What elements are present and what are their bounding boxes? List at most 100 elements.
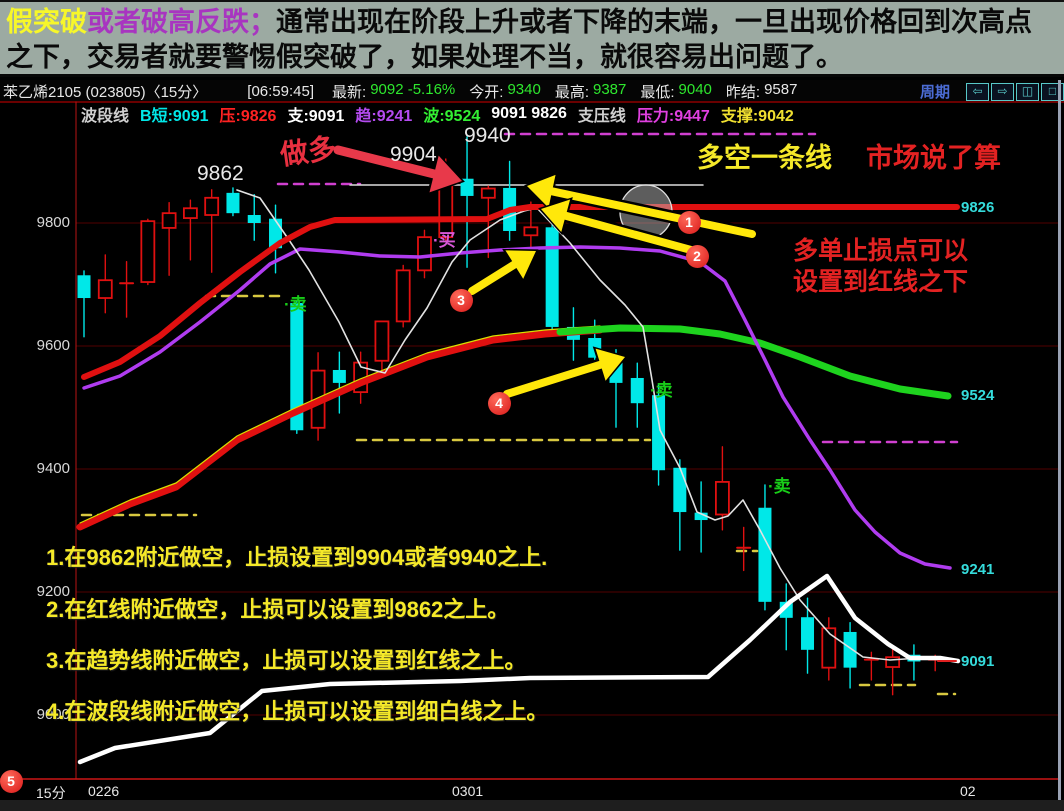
- thin-white-line: [236, 189, 956, 661]
- indicator-value: B短:9091: [140, 108, 209, 125]
- y-axis-label: 9400: [36, 460, 70, 477]
- candlestick-chart: [0, 101, 1064, 780]
- bear-candle-body: [290, 302, 304, 431]
- arrow-right-icon[interactable]: ⇨: [991, 82, 1014, 101]
- label-9940: 9940: [464, 124, 511, 147]
- bear-candle-body: [630, 377, 644, 404]
- quote-time: [06:59:45]: [247, 82, 315, 100]
- red-arrow-zuoduo: [429, 155, 462, 193]
- quote-field-label: 昨结:: [725, 83, 761, 101]
- banner-highlight-yellow: 假突破: [6, 7, 87, 37]
- purple-ma-line: [82, 245, 952, 570]
- note-stoploss-line1: 多单止损点可以: [793, 237, 969, 265]
- arrow-left-icon[interactable]: ⇦: [966, 82, 989, 101]
- indicator-value: 波:9524: [423, 108, 481, 125]
- price-tag: 9524: [961, 387, 995, 404]
- strategy-note: 2.在红线附近做空，止损可以设置到9862之上。: [46, 597, 510, 622]
- yellow-arrow: [561, 211, 706, 257]
- bear-candle-body: [801, 617, 815, 650]
- bull-candle-body: [821, 627, 837, 669]
- price-tag: 9826: [961, 199, 995, 216]
- x-axis-label: 15分: [36, 785, 66, 801]
- bottom-frame-strip: [0, 800, 1064, 811]
- bear-candle-body: [694, 512, 708, 521]
- sell-signal-label: ·卖: [768, 477, 791, 496]
- note-market-decides: 市场说了算: [866, 143, 1001, 173]
- red-arrow-zuoduo: [333, 145, 439, 179]
- wave-green-line: [556, 324, 952, 400]
- strategy-note: 4.在波段线附近做空，止损可以设置到细白线之上。: [46, 699, 549, 724]
- indicator-value: 9091 9826: [491, 105, 567, 122]
- sell-signal-label: ·卖: [650, 381, 673, 400]
- strategy-note: 3.在趋势线附近做空，止损可以设置到红线之上。: [46, 648, 527, 673]
- step-number-badge: 1: [677, 210, 701, 234]
- note-zuoduo: 做多: [278, 132, 339, 171]
- banner-highlight-purple: 或者破高反跌；: [87, 7, 276, 37]
- bull-candle-body: [140, 220, 156, 283]
- x-axis-label: 02: [960, 783, 976, 799]
- bull-candle-body: [885, 656, 901, 668]
- bull-candle-body: [97, 279, 113, 299]
- yellow-arrow: [595, 348, 625, 381]
- window-controls: ⇦ ⇨ ◫ □: [964, 82, 1064, 101]
- bull-candle-body: [204, 196, 220, 216]
- bull-candle-body: [374, 320, 390, 362]
- note-duokong-line: 多空一条线: [697, 143, 832, 173]
- x-axis-label: 0226: [88, 783, 120, 799]
- bull-candle-body: [480, 187, 496, 199]
- bear-candle-body: [758, 507, 772, 602]
- banner-body-text: 通常出现在阶段上升或者下降的末端，一旦出现价格回到次高点之下，交易者就要警惕假突…: [6, 7, 1032, 72]
- bear-candle-body: [843, 631, 857, 668]
- yellow-arrow: [541, 199, 571, 232]
- bear-candle-body: [460, 178, 474, 196]
- indicator-value: 波段线: [81, 108, 130, 125]
- indicator-value: 压力:9447: [636, 108, 710, 125]
- y-axis-label: 9800: [36, 214, 70, 231]
- bear-candle-body: [226, 192, 240, 214]
- quote-field-label: 今开:: [469, 83, 504, 101]
- x-axis-label: 0301: [452, 783, 484, 799]
- split-window-icon[interactable]: ◫: [1016, 82, 1039, 101]
- sell-signal-label: ·卖: [284, 295, 307, 314]
- symbol-title: 苯乙烯2105 (023805)〈15分〉: [3, 83, 208, 101]
- indicator-values-bar: 波段线 B短:9091 压:9826 支:9091 趋:9241 波:9524 9091 9…: [0, 103, 1064, 125]
- bull-candle-body: [715, 481, 730, 516]
- yellow-arrow: [527, 174, 556, 208]
- trend-red-line: [76, 326, 604, 531]
- step-number-badge: 4: [487, 391, 511, 415]
- yellow-arrow: [548, 187, 756, 238]
- yellow-arrow: [503, 360, 605, 398]
- label-9904: 9904: [390, 143, 437, 166]
- quote-field-value: 9340: [507, 80, 541, 98]
- bear-candle-body: [652, 395, 666, 471]
- y-axis-label: 9200: [36, 583, 70, 600]
- quote-field-label: 最低:: [640, 83, 675, 101]
- yellow-arrow: [505, 250, 536, 279]
- quote-field-value: 9092 -5.16%: [370, 80, 456, 98]
- quote-field-label: 最高:: [554, 83, 589, 101]
- indicator-value: 支:9091: [287, 108, 345, 125]
- bull-candle-body: [182, 207, 198, 219]
- bear-candle-body: [77, 275, 91, 299]
- bull-candle-body: [395, 269, 411, 323]
- indicator-value: 压:9826: [219, 108, 277, 125]
- bull-candle-body: [161, 212, 177, 229]
- lesson-banner: 假突破或者破高反跌；通常出现在阶段上升或者下降的末端，一旦出现价格回到次高点之下…: [0, 0, 1064, 77]
- quote-field-value: 9040: [678, 80, 712, 98]
- note-stoploss-line2: 设置到红线之下: [793, 268, 969, 296]
- y-axis-label: 9600: [36, 337, 70, 354]
- bear-candle-body: [673, 467, 687, 513]
- quote-fields: 最新: 9092 -5.16% 今开: 9340 最高: 9387 最低: 9040 昨结: 95…: [332, 81, 811, 102]
- chart-title-bar: 苯乙烯2105 (023805)〈15分〉 [06:59:45] 最新: 9092…: [0, 80, 1064, 102]
- price-tag: 9091: [961, 653, 995, 670]
- step-number-badge: 5: [0, 769, 23, 793]
- bear-candle-body: [247, 215, 261, 223]
- thick-white-band-line: [77, 573, 961, 765]
- quote-field-label: 最新:: [332, 83, 367, 101]
- step-number-badge: 3: [449, 288, 473, 312]
- yellow-arrow: [468, 260, 519, 295]
- bear-candle-body: [332, 369, 346, 383]
- period-menu[interactable]: 周期: [919, 83, 950, 101]
- indicator-value: 支撑:9042: [720, 108, 794, 125]
